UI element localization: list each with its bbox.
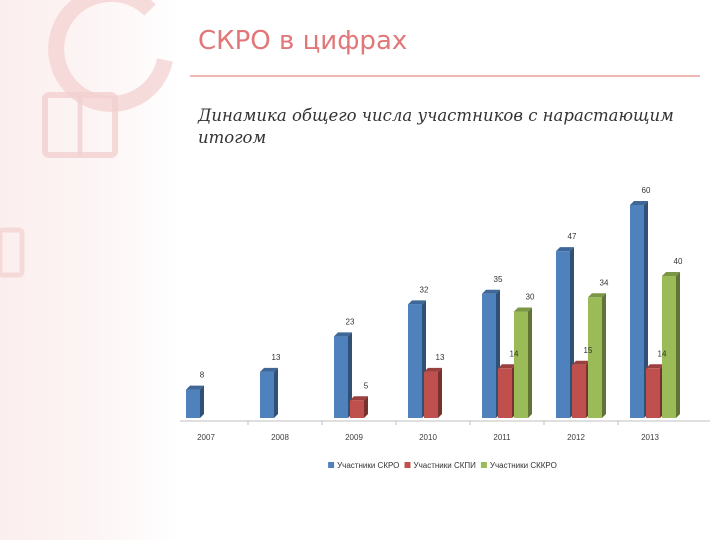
legend-item-series-3: Участники СККРО bbox=[480, 461, 557, 470]
legend-item-series-1: Участники СКРО bbox=[328, 461, 399, 470]
legend-label: Участники СКПИ bbox=[414, 461, 477, 470]
bar-2012-series-3 bbox=[588, 293, 606, 418]
data-label-2009-series-2: 5 bbox=[364, 381, 369, 390]
x-tick-label: 2011 bbox=[493, 433, 511, 442]
x-tick-label: 2008 bbox=[271, 433, 289, 442]
data-label-2012-series-3: 34 bbox=[600, 278, 609, 287]
bar-2009-series-1 bbox=[334, 332, 352, 418]
chart-subtitle: Динамика общего числа участников с нарас… bbox=[198, 106, 674, 147]
bar-2010-series-1 bbox=[408, 300, 426, 418]
bar-2013-series-2 bbox=[646, 364, 664, 418]
legend-label: Участники СККРО bbox=[490, 461, 557, 470]
legend-swatch bbox=[328, 462, 335, 468]
data-label-2013-series-1: 60 bbox=[642, 186, 651, 195]
x-tick-label: 2012 bbox=[567, 433, 585, 442]
legend-swatch bbox=[404, 462, 411, 468]
bar-2011-series-2 bbox=[498, 364, 516, 418]
data-label-2011-series-3: 30 bbox=[526, 293, 535, 302]
bar-2008-series-1 bbox=[260, 367, 278, 418]
data-label-2013-series-2: 14 bbox=[658, 349, 667, 358]
bar-2010-series-2 bbox=[424, 367, 442, 418]
slide-title: СКРО в цифрах bbox=[198, 26, 408, 56]
x-tick-label: 2009 bbox=[345, 433, 363, 442]
data-label-2010-series-2: 13 bbox=[436, 353, 445, 362]
data-label-2012-series-1: 47 bbox=[568, 232, 577, 241]
bar-2009-series-2 bbox=[350, 396, 368, 418]
data-label-2012-series-2: 15 bbox=[584, 346, 593, 355]
bar-2007-series-1 bbox=[186, 385, 204, 418]
legend-item-series-2: Участники СКПИ bbox=[404, 461, 477, 470]
legend-swatch bbox=[480, 462, 487, 468]
decorative-side-panel bbox=[0, 0, 180, 540]
bar-2011-series-3 bbox=[514, 307, 532, 418]
x-tick-label: 2010 bbox=[419, 433, 437, 442]
data-label-2008-series-1: 13 bbox=[272, 353, 281, 362]
x-tick-label: 2007 bbox=[197, 433, 215, 442]
bar-2011-series-1 bbox=[482, 289, 500, 418]
data-label-2009-series-1: 23 bbox=[346, 317, 355, 326]
bar-2012-series-2 bbox=[572, 360, 590, 418]
book-icon bbox=[0, 227, 25, 278]
bar-2013-series-1 bbox=[630, 201, 648, 418]
bar-chart: 8 13 23 5 32 13 35 14 30 47 15 34 60 14 40 2007 2008 200… bbox=[180, 186, 710, 470]
x-tick-label: 2013 bbox=[641, 433, 659, 442]
data-label-2007-series-1: 8 bbox=[200, 371, 205, 380]
arrow-ring-icon bbox=[48, 0, 173, 112]
title-divider bbox=[190, 75, 700, 77]
data-label-2011-series-2: 14 bbox=[510, 349, 519, 358]
decorative-background-graphics bbox=[0, 0, 173, 278]
bar-2012-series-1 bbox=[556, 247, 574, 418]
legend-label: Участники СКРО bbox=[337, 461, 399, 470]
data-label-2013-series-3: 40 bbox=[674, 257, 683, 266]
bar-2013-series-3 bbox=[662, 272, 680, 418]
data-label-2011-series-1: 35 bbox=[494, 275, 503, 284]
data-label-2010-series-1: 32 bbox=[420, 285, 429, 294]
